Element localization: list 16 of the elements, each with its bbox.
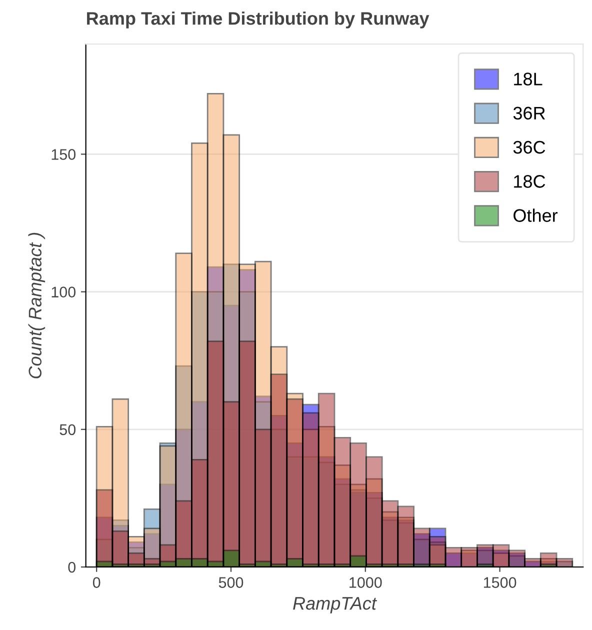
- legend-label: 18C: [514, 175, 546, 188]
- legend-label: 36C: [513, 140, 546, 154]
- x-tick-label: 1000: [350, 577, 382, 588]
- y-axis-title: Count( Ramptact ): [28, 232, 46, 378]
- x-tick-label: 0: [92, 577, 100, 588]
- x-tick-label: 500: [218, 577, 244, 588]
- y-tick-label: 50: [60, 424, 76, 436]
- y-tick-label: 150: [52, 149, 76, 160]
- legend-label: 36R: [513, 106, 545, 120]
- legend-label: 18L: [514, 72, 542, 86]
- y-tick-label: 100: [52, 286, 76, 298]
- legend-label: Other: [514, 208, 558, 222]
- x-axis-title: RampTAct: [293, 597, 378, 614]
- chart-title: Ramp Taxi Time Distribution by Runway: [87, 12, 430, 28]
- x-tick-label: 1500: [484, 577, 516, 588]
- y-tick-label: 0: [68, 562, 76, 573]
